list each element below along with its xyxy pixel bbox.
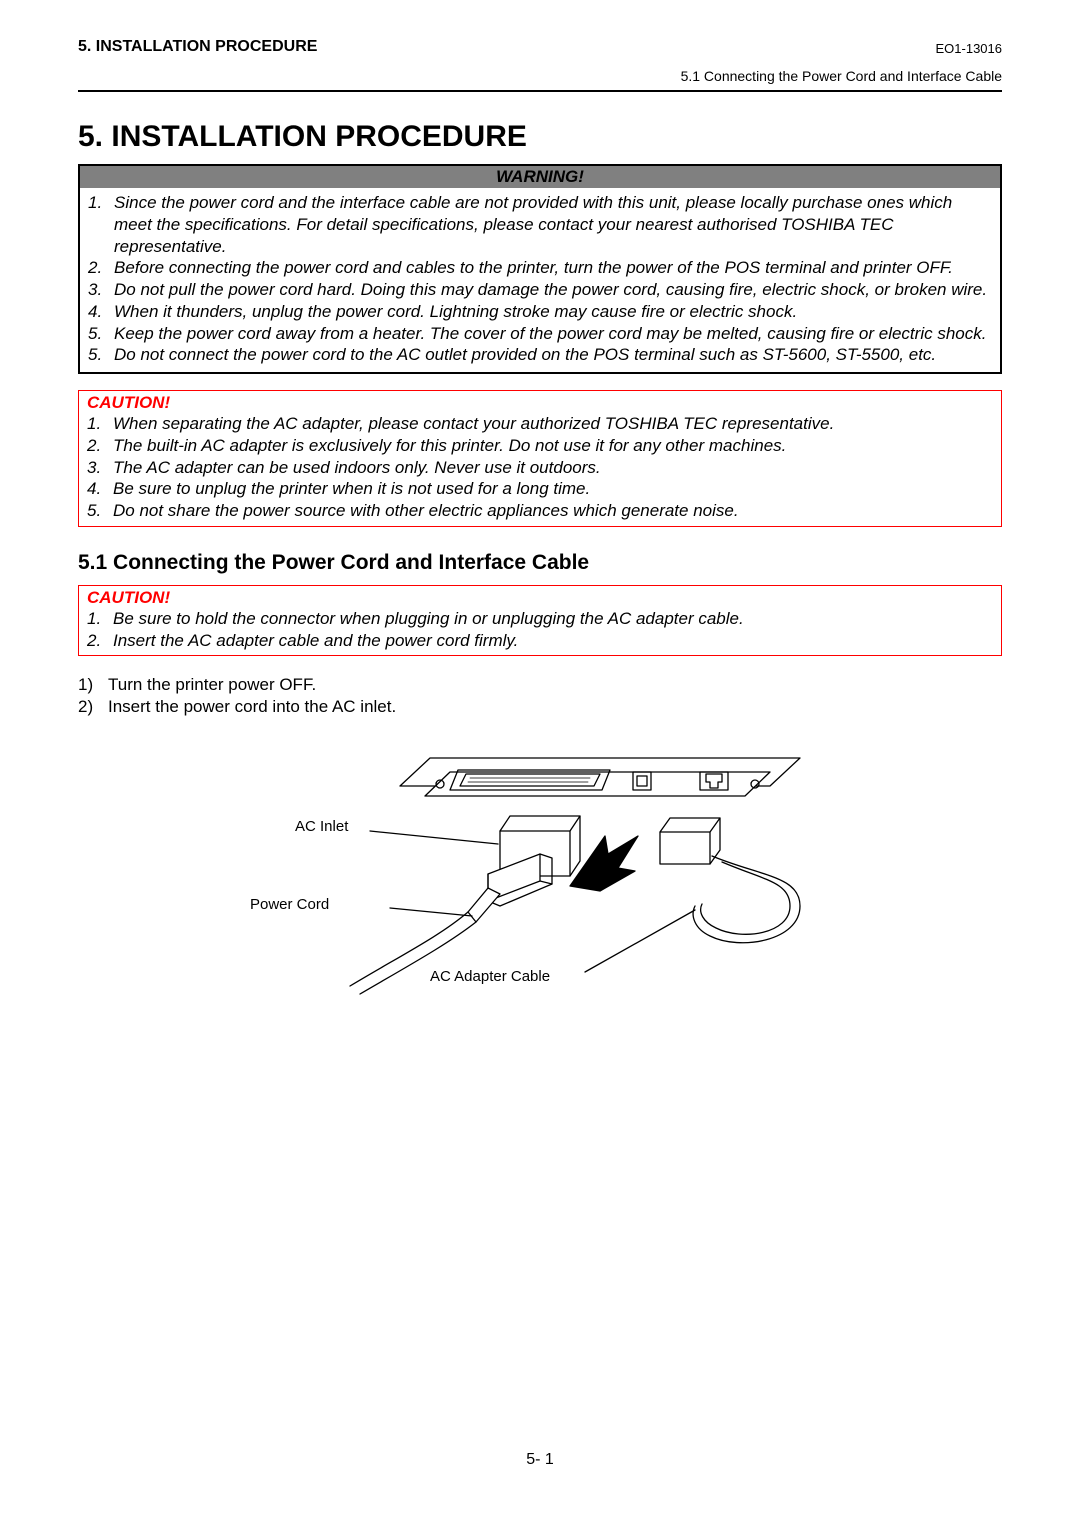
list-number: 3. [88,279,114,301]
header-doc-id: EO1-13016 [936,41,1003,56]
warning-heading: WARNING! [80,166,1000,188]
list-text: Insert the AC adapter cable and the powe… [113,630,993,652]
step-number: 2) [78,696,108,718]
step-text: Insert the power cord into the AC inlet. [108,696,396,718]
list-text: When separating the AC adapter, please c… [113,413,993,435]
header-left: 5. INSTALLATION PROCEDURE [78,38,317,56]
caution-item: 2.The built-in AC adapter is exclusively… [87,435,993,457]
list-number: 5. [88,344,114,366]
list-number: 2. [87,630,113,652]
step-text: Turn the printer power OFF. [108,674,316,696]
list-text: Be sure to unplug the printer when it is… [113,478,993,500]
list-number: 1. [88,192,114,257]
caution-list: 1.Be sure to hold the connector when plu… [87,608,993,652]
caution-item: 4.Be sure to unplug the printer when it … [87,478,993,500]
list-text: Be sure to hold the connector when plugg… [113,608,993,630]
caution-body: 1.When separating the AC adapter, please… [79,413,1001,526]
running-header: 5. INSTALLATION PROCEDURE EO1-13016 [78,38,1002,56]
warning-box: WARNING! 1.Since the power cord and the … [78,164,1002,374]
step-row: 1) Turn the printer power OFF. [78,674,1002,696]
list-text: Before connecting the power cord and cab… [114,257,992,279]
caution-item: 3.The AC adapter can be used indoors onl… [87,457,993,479]
warning-item: 5.Do not connect the power cord to the A… [88,344,992,366]
list-number: 5. [88,323,114,345]
list-number: 5. [87,500,113,522]
list-text: The AC adapter can be used indoors only.… [113,457,993,479]
list-text: The built-in AC adapter is exclusively f… [113,435,993,457]
list-text: Keep the power cord away from a heater. … [114,323,992,345]
page: 5. INSTALLATION PROCEDURE EO1-13016 5.1 … [0,0,1080,1016]
list-number: 4. [88,301,114,323]
diagram-labels: AC Inlet Power Cord AC Adapter Cable [240,736,840,1016]
caution-body: 1.Be sure to hold the connector when plu… [79,608,1001,656]
warning-item: 5.Keep the power cord away from a heater… [88,323,992,345]
caution-item: 2.Insert the AC adapter cable and the po… [87,630,993,652]
step-number: 1) [78,674,108,696]
section-title: 5. INSTALLATION PROCEDURE [78,120,1002,154]
caution-box-2: CAUTION! 1.Be sure to hold the connector… [78,585,1002,657]
warning-item: 3.Do not pull the power cord hard. Doing… [88,279,992,301]
warning-item: 4.When it thunders, unplug the power cor… [88,301,992,323]
caution-list: 1.When separating the AC adapter, please… [87,413,993,522]
list-text: Since the power cord and the interface c… [114,192,992,257]
page-number: 5- 1 [0,1451,1080,1469]
caution-item: 1.Be sure to hold the connector when plu… [87,608,993,630]
procedure-steps: 1) Turn the printer power OFF. 2) Insert… [78,674,1002,718]
list-number: 2. [88,257,114,279]
warning-item: 2.Before connecting the power cord and c… [88,257,992,279]
step-row: 2) Insert the power cord into the AC inl… [78,696,1002,718]
list-text: Do not connect the power cord to the AC … [114,344,992,366]
caution-box-1: CAUTION! 1.When separating the AC adapte… [78,390,1002,527]
list-text: When it thunders, unplug the power cord.… [114,301,992,323]
subsection-title: 5.1 Connecting the Power Cord and Interf… [78,551,1002,575]
list-number: 3. [87,457,113,479]
caution-item: 1.When separating the AC adapter, please… [87,413,993,435]
list-text: Do not pull the power cord hard. Doing t… [114,279,992,301]
header-subsection: 5.1 Connecting the Power Cord and Interf… [78,68,1002,84]
warning-item: 1.Since the power cord and the interface… [88,192,992,257]
caution-heading: CAUTION! [79,586,1001,608]
list-number: 1. [87,608,113,630]
warning-list: 1.Since the power cord and the interface… [88,192,992,366]
list-number: 1. [87,413,113,435]
header-rule [78,90,1002,92]
list-number: 2. [87,435,113,457]
caution-item: 5.Do not share the power source with oth… [87,500,993,522]
list-number: 4. [87,478,113,500]
label-ac-inlet: AC Inlet [295,818,348,835]
list-text: Do not share the power source with other… [113,500,993,522]
label-ac-adapter-cable: AC Adapter Cable [430,968,550,985]
connection-diagram: AC Inlet Power Cord AC Adapter Cable [240,736,840,1016]
warning-body: 1.Since the power cord and the interface… [80,188,1000,372]
label-power-cord: Power Cord [250,896,329,913]
caution-heading: CAUTION! [79,391,1001,413]
